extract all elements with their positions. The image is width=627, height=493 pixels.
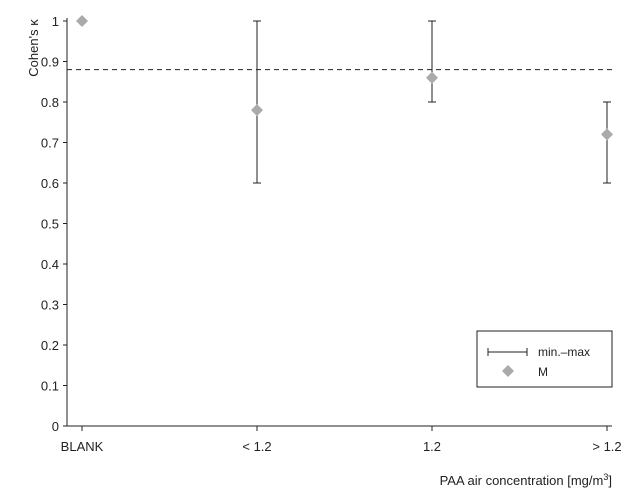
y-tick-label: 0.8 <box>41 95 59 110</box>
y-axis-label: Cohen's κ <box>26 19 41 77</box>
data-points <box>76 15 613 184</box>
y-tick-label: 0.7 <box>41 136 59 151</box>
legend-marker-label: M <box>538 365 548 379</box>
x-axis-label-text: PAA air concentration [mg/m <box>440 473 604 488</box>
x-axis-label-end: ] <box>608 473 612 488</box>
diamond-marker <box>601 128 613 141</box>
x-tick-label: BLANK <box>61 439 104 454</box>
x-tick-label: < 1.2 <box>242 439 271 454</box>
y-tick-label: 0.5 <box>41 217 59 232</box>
y-ticks: 0 0.1 0.2 0.3 0.4 0.5 0.6 0.7 0.8 0.9 1 <box>41 14 67 434</box>
y-tick-label: 0.9 <box>41 55 59 70</box>
x-axis-label: PAA air concentration [mg/m3] <box>440 472 612 488</box>
axes <box>66 18 612 427</box>
legend-errorbar-label: min.–max <box>538 345 590 359</box>
x-tick-label: > 1.2 <box>592 439 621 454</box>
diamond-marker <box>76 15 88 27</box>
y-tick-label: 0.3 <box>41 298 59 313</box>
diamond-marker <box>426 71 438 84</box>
diamond-marker <box>251 104 263 117</box>
y-tick-label: 0.6 <box>41 176 59 191</box>
y-tick-label: 0.2 <box>41 338 59 353</box>
legend: min.–max M <box>476 330 613 388</box>
x-ticks: BLANK < 1.2 1.2 > 1.2 <box>61 426 622 454</box>
y-tick-label: 0.4 <box>41 257 59 272</box>
legend-box <box>476 330 613 388</box>
y-tick-label: 1 <box>52 14 59 29</box>
y-tick-label: 0.1 <box>41 379 59 394</box>
x-tick-label: 1.2 <box>423 439 441 454</box>
y-tick-label: 0 <box>52 419 59 434</box>
legend-diamond-marker <box>502 365 514 377</box>
x-axis-label-sup: 3 <box>603 472 608 482</box>
